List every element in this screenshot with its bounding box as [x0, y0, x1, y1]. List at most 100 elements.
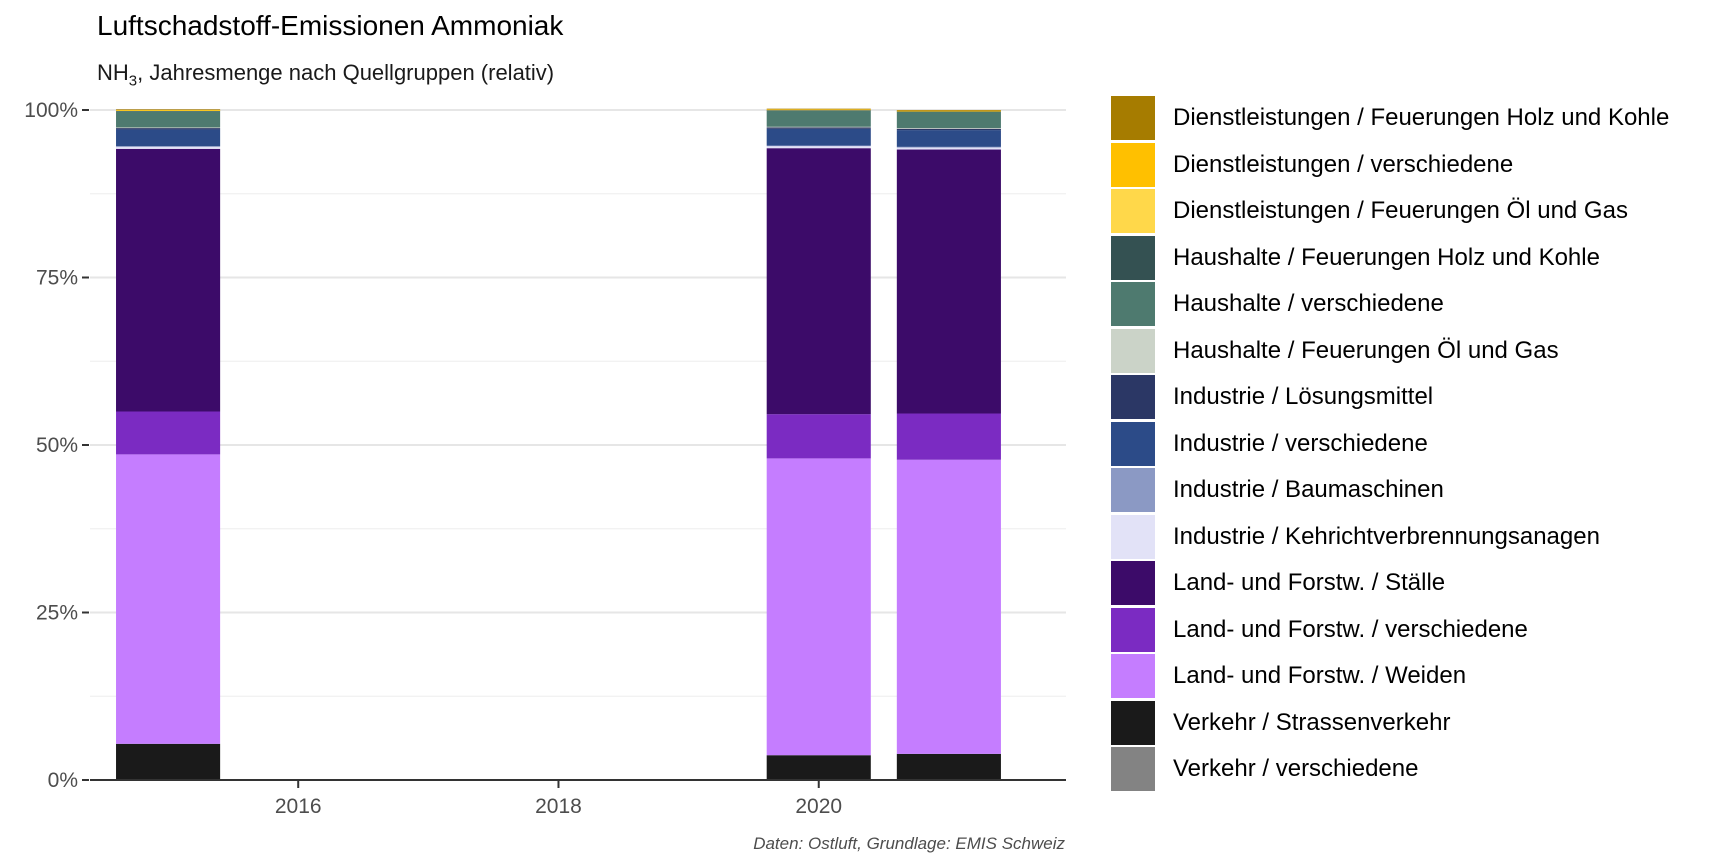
- legend-swatch: [1111, 235, 1155, 280]
- bar-segment: [896, 130, 1001, 147]
- bar-segment: [116, 128, 221, 130]
- legend-item: Land- und Forstw. / Weiden: [1111, 653, 1711, 699]
- legend-swatch: [1111, 142, 1155, 187]
- legend-item: Industrie / Kehrichtverbrennungsanagen: [1111, 514, 1711, 560]
- legend-item: Dienstleistungen / Feuerungen Holz und K…: [1111, 95, 1711, 141]
- legend-label: Land- und Forstw. / Weiden: [1173, 662, 1467, 689]
- legend-item: Dienstleistungen / verschiedene: [1111, 142, 1711, 188]
- subtitle-subscript: 3: [128, 72, 138, 90]
- legend-item: Industrie / Lösungsmittel: [1111, 374, 1711, 420]
- x-tick-label: 2020: [795, 795, 842, 818]
- chart-title: Luftschadstoff-Emissionen Ammoniak: [97, 10, 564, 41]
- bar-segment: [116, 110, 221, 111]
- bar-segment: [766, 108, 871, 110]
- subtitle-formula: NH: [97, 60, 129, 85]
- y-tick-label: 25%: [36, 602, 78, 625]
- legend-item: Dienstleistungen / Feuerungen Öl und Gas: [1111, 188, 1711, 234]
- legend-label: Haushalte / Feuerungen Öl und Gas: [1173, 336, 1559, 364]
- y-tick-label: 50%: [36, 434, 78, 457]
- legend-item: Haushalte / verschiedene: [1111, 281, 1711, 327]
- bar-segment: [116, 110, 221, 112]
- legend-item: Land- und Forstw. / verschiedene: [1111, 607, 1711, 653]
- legend-swatch: [1111, 421, 1155, 466]
- bar-segment: [116, 127, 221, 129]
- legend-item: Verkehr / verschiedene: [1111, 746, 1711, 792]
- bar-segment: [766, 110, 871, 111]
- bar-segment: [896, 110, 1001, 112]
- legend-swatch: [1111, 375, 1155, 419]
- legend-label: Haushalte / verschiedene: [1173, 290, 1444, 317]
- bar-segment: [766, 127, 871, 129]
- legend-swatch: [1111, 607, 1155, 652]
- bar-segment: [896, 128, 1001, 131]
- bar-segment: [116, 110, 221, 111]
- legend-swatch: [1111, 514, 1155, 559]
- chart-caption: Daten: Ostluft, Grundlage: EMIS Schweiz: [753, 834, 1065, 853]
- legend-swatch: [1111, 282, 1155, 326]
- legend-label: Dienstleistungen / Feuerungen Öl und Gas: [1173, 197, 1628, 224]
- bar-segment: [116, 109, 221, 110]
- legend-label: Industrie / Kehrichtverbrennungsanagen: [1173, 522, 1600, 550]
- bar-segment: [116, 111, 221, 128]
- legend-item: Industrie / verschiedene: [1111, 421, 1711, 467]
- bar-segment: [896, 111, 1001, 113]
- bar-segment: [116, 146, 221, 147]
- legend-swatch: [1111, 561, 1155, 605]
- chart-subtitle: NH3, Jahresmenge nach Quellgruppen (rela…: [97, 60, 554, 89]
- legend-swatch: [1111, 189, 1155, 233]
- bar-segment: [766, 109, 871, 110]
- legend-item: Haushalte / Feuerungen Holz und Kohle: [1111, 235, 1711, 281]
- legend-label: Industrie / Lösungsmittel: [1173, 383, 1434, 410]
- legend-item: Verkehr / Strassenverkehr: [1111, 700, 1711, 746]
- legend-item: Haushalte / Feuerungen Öl und Gas: [1111, 328, 1711, 374]
- bar-segment: [766, 128, 871, 146]
- bar-segment: [766, 126, 871, 128]
- bar-segment: [116, 743, 221, 780]
- legend-label: Industrie / verschiedene: [1173, 429, 1428, 457]
- bar-segment: [766, 458, 871, 756]
- subtitle-text: , Jahresmenge nach Quellgruppen (relativ…: [137, 60, 555, 85]
- legend-label: Land- und Forstw. / verschiedene: [1173, 615, 1528, 643]
- bar-segment: [116, 148, 221, 412]
- x-tick-label: 2016: [275, 795, 322, 818]
- bar-segment: [116, 146, 221, 149]
- bar-segment: [896, 110, 1001, 111]
- bar-segment: [896, 413, 1001, 460]
- bar-segment: [766, 145, 871, 147]
- bar-segment: [766, 146, 871, 149]
- bar-segment: [896, 149, 1001, 414]
- legend-swatch: [1111, 328, 1155, 373]
- bar-segment: [896, 146, 1001, 148]
- legend-item: Land- und Forstw. / Ställe: [1111, 560, 1711, 606]
- bar-segment: [896, 112, 1001, 129]
- legend-label: Haushalte / Feuerungen Holz und Kohle: [1173, 243, 1600, 271]
- bar-segment: [896, 753, 1001, 780]
- legend-label: Dienstleistungen / Feuerungen Holz und K…: [1173, 104, 1670, 131]
- bar-segment: [766, 755, 871, 780]
- y-tick-label: 100%: [24, 99, 78, 122]
- legend-label: Industrie / Baumaschinen: [1173, 476, 1444, 503]
- legend-swatch: [1111, 700, 1155, 745]
- bar-segment: [116, 411, 221, 455]
- chart-plot: 0% 25% 50% 75% 100% 2016 2018 2020: [24, 99, 1066, 818]
- legend-swatch: [1111, 654, 1155, 698]
- bar-segment: [116, 129, 221, 147]
- bar-segment: [766, 414, 871, 459]
- legend-label: Land- und Forstw. / Ställe: [1173, 569, 1446, 596]
- legend-label: Verkehr / verschiedene: [1173, 755, 1419, 782]
- bar-segment: [896, 128, 1001, 129]
- bar-segment: [766, 148, 871, 415]
- legend-swatch: [1111, 96, 1155, 140]
- legend-item: Industrie / Baumaschinen: [1111, 467, 1711, 513]
- legend-swatch: [1111, 468, 1155, 512]
- bar-segment: [896, 459, 1001, 754]
- legend-label: Dienstleistungen / verschiedene: [1173, 150, 1514, 178]
- bar-segment: [896, 147, 1001, 150]
- y-tick-label: 0%: [48, 769, 78, 792]
- bar-segment: [766, 109, 871, 111]
- legend-label: Verkehr / Strassenverkehr: [1173, 708, 1451, 736]
- x-tick-label: 2018: [535, 795, 582, 818]
- bar-segment: [766, 110, 871, 127]
- bar-segment: [116, 454, 221, 744]
